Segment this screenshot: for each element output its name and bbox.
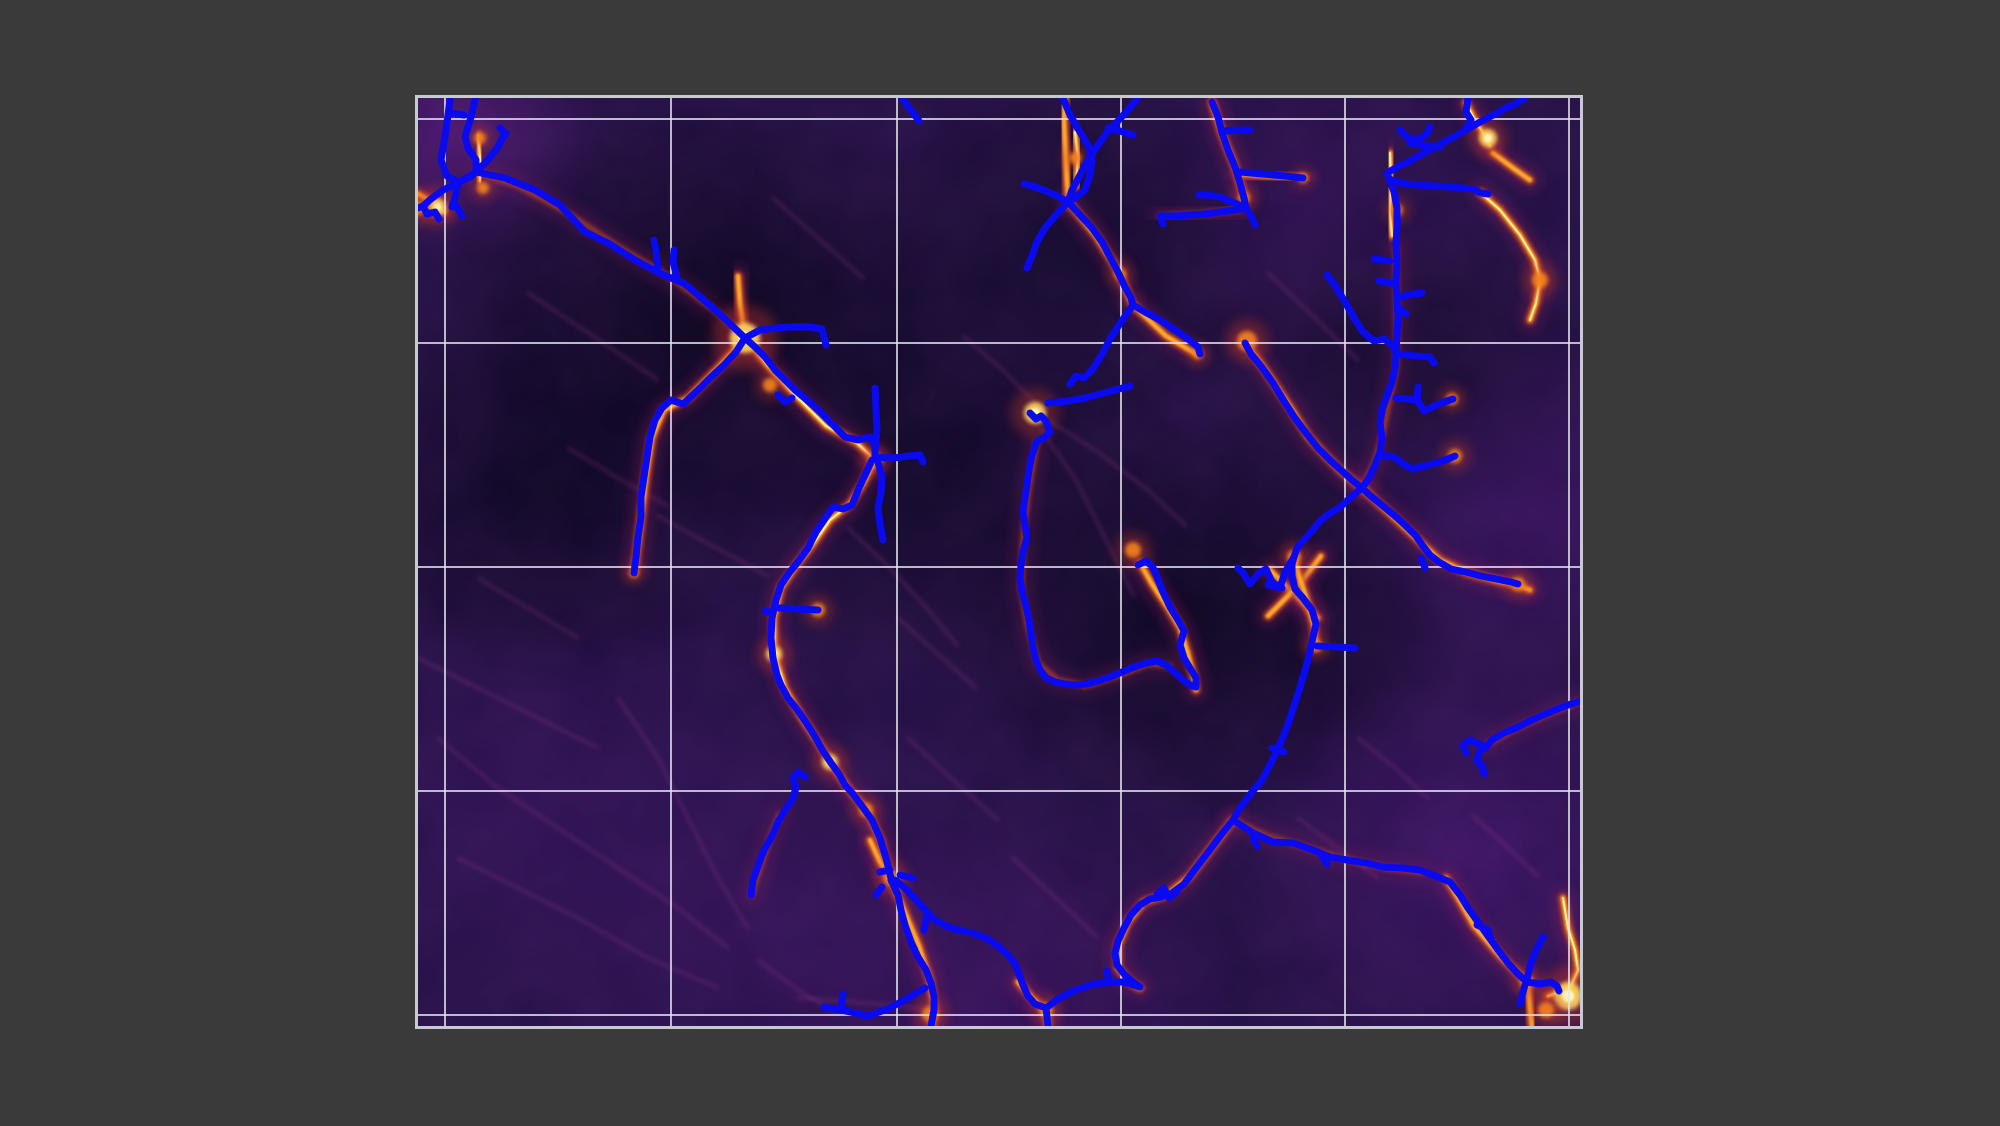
map-plot-area: [418, 98, 1580, 1026]
plot-frame: [415, 95, 1583, 1029]
stream-network-layer: [418, 98, 1580, 1026]
heatmap-canvas: [418, 98, 1580, 1026]
graticule-layer: [418, 98, 1580, 1026]
